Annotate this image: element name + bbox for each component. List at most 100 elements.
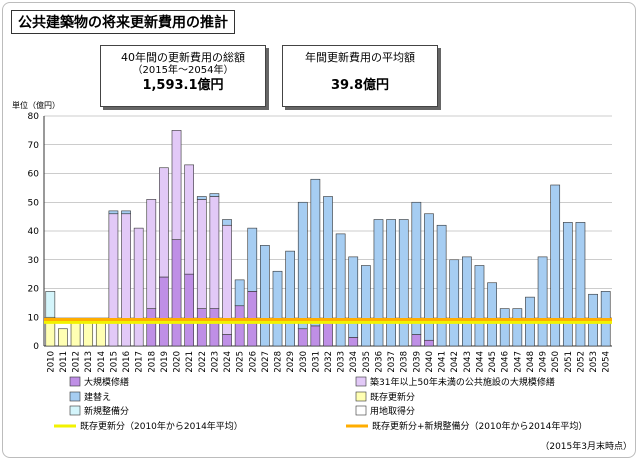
bar-segment	[209, 193, 220, 197]
x-tick-label: 2019	[160, 351, 170, 373]
bar-segment	[285, 250, 295, 347]
page-title: 公共建築物の将来更新費用の推計	[11, 10, 235, 34]
bar-segment	[512, 308, 523, 347]
x-tick-label: 2033	[337, 351, 347, 373]
total-cost-value: 1,593.1億円	[142, 78, 224, 93]
x-tick-label: 2046	[501, 351, 511, 373]
y-tick-label: 50	[28, 198, 40, 208]
bar-segment	[222, 334, 232, 347]
bar-segment	[562, 222, 573, 347]
bar-segment	[310, 178, 321, 327]
bar-segment	[386, 219, 396, 347]
y-tick-label: 20	[28, 285, 40, 295]
x-tick-label: 2012	[72, 351, 82, 373]
x-tick-label: 2049	[539, 351, 549, 373]
x-tick-label: 2023	[210, 351, 220, 373]
bar-segment	[449, 259, 460, 347]
x-tick-label: 2010	[46, 351, 56, 373]
legend-swatch	[355, 376, 367, 387]
bar-segment	[234, 279, 245, 307]
bar-segment	[474, 265, 485, 347]
x-tick-label: 2040	[425, 351, 435, 373]
x-tick-label: 2050	[551, 351, 561, 373]
x-tick-label: 2031	[311, 351, 321, 373]
bar-segment	[436, 224, 447, 347]
legend-label: 既存更新分（2010年から2014年平均）	[80, 420, 243, 432]
legend-label: 用地取得分	[370, 405, 415, 417]
bar-segment	[121, 213, 131, 347]
bar-segment	[234, 305, 245, 347]
bar-segment	[108, 210, 119, 215]
average-cost-box: 年間更新費用の平均額 39.8億円	[282, 45, 438, 107]
x-tick-label: 2024	[223, 351, 233, 373]
x-tick-label: 2038	[400, 351, 410, 373]
x-tick-label: 2016	[122, 351, 132, 373]
bar-segment	[297, 201, 308, 330]
bar-segment	[58, 328, 68, 347]
bar-segment	[222, 219, 232, 226]
legend-swatch	[69, 376, 81, 387]
as-of-note: （2015年3月末時点）	[540, 442, 632, 452]
bar-segment	[121, 210, 131, 215]
bar-segment	[411, 201, 422, 335]
legend-label: 大規模修繕	[84, 376, 129, 388]
x-tick-label: 2044	[475, 351, 485, 373]
x-tick-label: 2041	[438, 351, 448, 373]
y-tick-label: 70	[28, 141, 40, 151]
bar-segment	[575, 222, 586, 347]
bar-segment	[335, 233, 346, 347]
x-tick-label: 2027	[261, 351, 271, 373]
bar-segment	[95, 322, 106, 347]
x-tick-label: 2054	[602, 351, 612, 373]
x-tick-label: 2026	[248, 351, 258, 373]
bar-segment	[209, 308, 220, 347]
y-axis-unit-label: 単位（億円）	[12, 101, 60, 110]
bar-segment	[398, 219, 409, 347]
y-tick-label: 30	[28, 256, 40, 266]
x-tick-label: 2020	[173, 351, 183, 373]
x-tick-label: 2011	[59, 351, 69, 373]
y-tick-label: 10	[28, 313, 40, 323]
bar-segment	[247, 227, 258, 292]
y-tick-label: 80	[28, 112, 40, 122]
x-tick-label: 2047	[513, 351, 523, 373]
bar-segment	[323, 319, 333, 347]
bar-segment	[537, 256, 548, 347]
x-tick-label: 2043	[463, 351, 473, 373]
total-cost-period: （2015年〜2054年）	[132, 65, 234, 76]
bar-segment	[146, 199, 157, 309]
bar-segment	[323, 196, 333, 321]
legend-label: 既存更新分+新規整備分（2010年から2014年平均）	[372, 420, 587, 432]
x-tick-label: 2039	[412, 351, 422, 373]
bar-segment	[184, 273, 194, 347]
bar-segment	[373, 219, 384, 347]
x-tick-label: 2042	[450, 351, 460, 373]
bar-segment	[171, 130, 182, 240]
x-tick-label: 2017	[135, 351, 145, 373]
bar-segment	[550, 184, 561, 347]
bar-segment	[348, 337, 359, 347]
average-cost-value: 39.8億円	[330, 78, 390, 93]
x-tick-label: 2014	[97, 351, 107, 373]
bar-segment	[348, 256, 359, 338]
bar-segment	[411, 334, 422, 347]
bar-segment	[424, 339, 434, 347]
y-tick-label: 0	[33, 342, 39, 352]
bar-segment	[133, 227, 144, 347]
legend-label: 建替え	[84, 391, 111, 403]
bar-segment	[159, 276, 169, 347]
bar-segment	[499, 308, 510, 347]
bar-segment	[196, 196, 207, 200]
legend-swatch	[355, 405, 367, 416]
x-tick-label: 2034	[349, 351, 359, 373]
legend-swatch	[69, 391, 81, 402]
x-tick-label: 2030	[299, 351, 309, 373]
x-tick-label: 2029	[286, 351, 296, 373]
x-tick-label: 2022	[198, 351, 208, 373]
average-cost-label: 年間更新費用の平均額	[305, 51, 415, 64]
x-tick-label: 2025	[236, 351, 246, 373]
bar-segment	[146, 308, 157, 347]
x-tick-label: 2048	[526, 351, 536, 373]
bar-segment	[297, 328, 308, 347]
x-tick-label: 2052	[576, 351, 586, 373]
